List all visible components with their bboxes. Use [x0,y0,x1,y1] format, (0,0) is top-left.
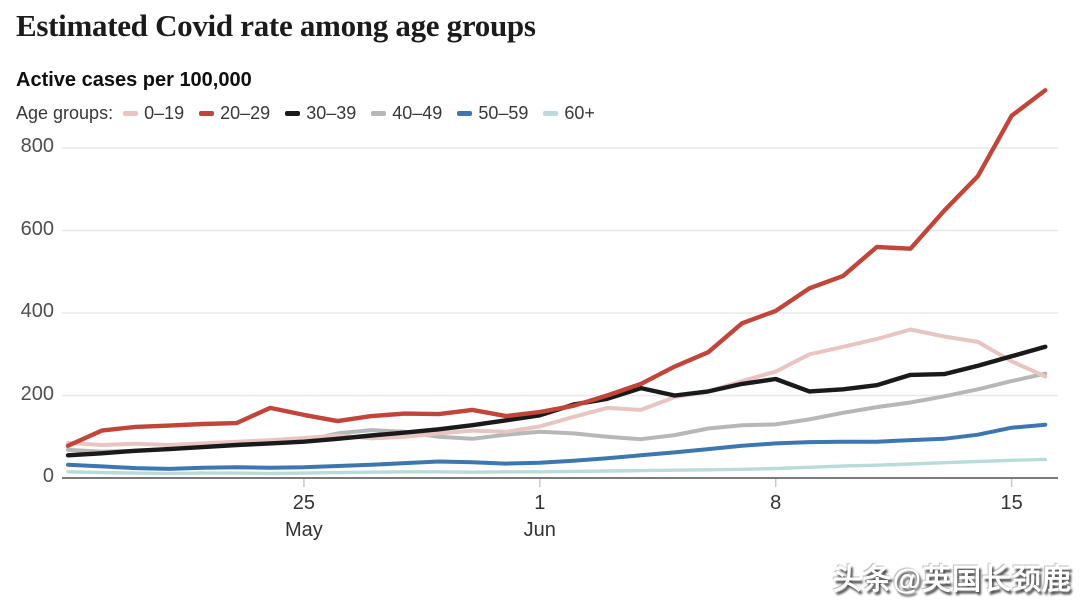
legend-item-0-19: 0–19 [123,103,184,124]
legend-item-label: 0–19 [144,103,185,123]
legend-item-label: 50–59 [478,103,529,123]
legend-item-30-39: 30–39 [285,103,356,124]
legend-swatch-60plus-icon [543,111,559,116]
legend-item-label: 60+ [564,103,595,123]
legend: Age groups: 0–19 20–29 30–39 40–49 50–59… [16,103,610,124]
x-axis-tick-label: 1 Jun [523,492,556,541]
legend-swatch-20-29-icon [199,111,215,116]
legend-item-label: 30–39 [306,103,357,123]
legend-item-60plus: 60+ [543,103,595,124]
series-line-20-29 [65,88,1048,448]
legend-swatch-50-59-icon [457,111,473,116]
x-axis-tick-label: 15 [1000,492,1023,514]
legend-swatch-40-49-icon [371,111,387,116]
series-line-50-59 [66,422,1048,471]
chart-subtitle: Active cases per 100,000 [16,69,252,91]
legend-swatch-30-39-icon [285,111,301,116]
legend-item-label: 40–49 [392,103,443,123]
series-line-0-19 [66,327,1048,447]
x-axis-tick-label: 8 [770,492,782,514]
series-line-60+ [66,457,1048,476]
legend-caption: Age groups: [16,103,114,123]
y-axis-tick-label: 0 [42,465,54,487]
y-axis-tick-label: 600 [20,217,54,240]
legend-item-label: 20–29 [220,103,271,123]
y-axis-tick-label: 400 [20,300,54,322]
x-axis-tick-label: 25 May [284,492,323,541]
watermark: 头条@英国长颈鹿 [832,564,1072,596]
y-axis-tick-label: 200 [20,382,54,405]
y-axis-tick-label: 800 [20,135,54,157]
legend-swatch-0-19-icon [123,111,139,116]
legend-item-40-49: 40–49 [371,103,442,124]
chart-title: Estimated Covid rate among age groups [16,8,536,43]
legend-item-20-29: 20–29 [199,103,270,124]
legend-item-50-59: 50–59 [457,103,528,124]
